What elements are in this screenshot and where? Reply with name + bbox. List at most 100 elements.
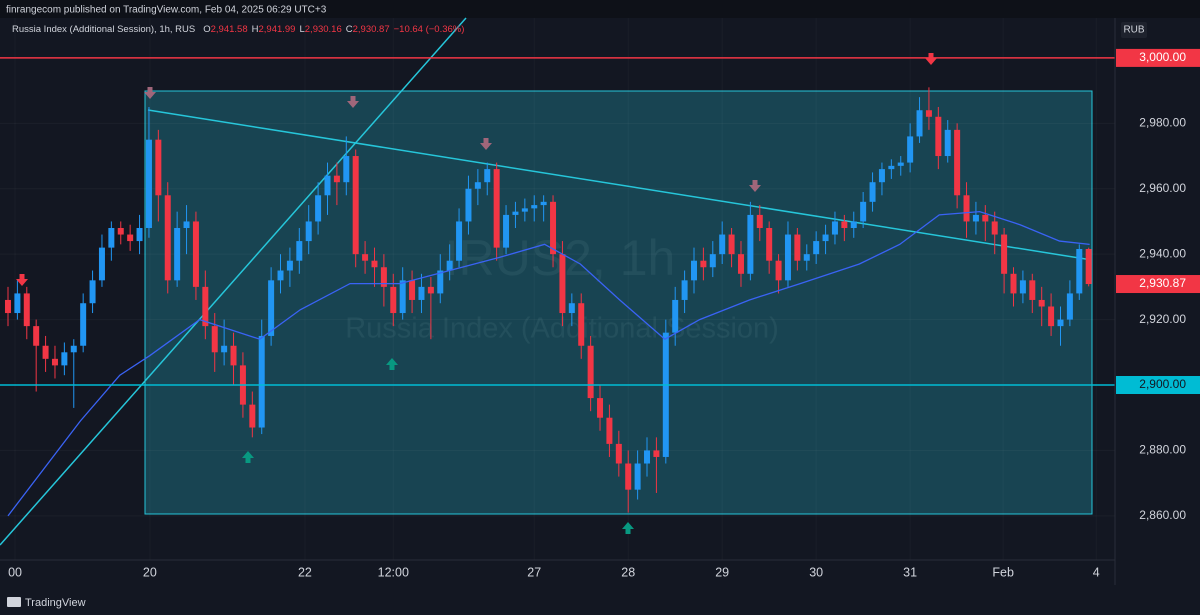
candle-body	[1066, 293, 1073, 320]
footer-brand: TradingView	[25, 597, 86, 609]
y-tick-label: 2,960.00	[1139, 181, 1186, 195]
candle-body	[775, 260, 782, 281]
candle-body	[578, 303, 585, 346]
x-tick-label: 28	[621, 565, 635, 579]
legend-title: Russia Index (Additional Session), 1h, R…	[12, 24, 195, 35]
candle-body	[277, 270, 284, 281]
candle-body	[221, 345, 228, 353]
candle-body	[944, 129, 951, 157]
candle-body	[897, 162, 904, 166]
candle-body	[794, 234, 801, 261]
candle-body	[615, 443, 622, 464]
candle-body	[80, 303, 87, 346]
candle-body	[606, 417, 613, 444]
price-label: 3,000.00	[1139, 50, 1186, 64]
footer-bar	[0, 588, 1200, 615]
candle-body	[268, 280, 275, 336]
candle-body	[136, 227, 143, 242]
legend-value: 2,930.16	[305, 24, 342, 35]
last-price-box	[1116, 275, 1200, 294]
candle-body	[380, 267, 387, 287]
candle-body	[371, 260, 378, 268]
candle-body	[766, 227, 773, 261]
candle-body	[540, 201, 547, 206]
legend: Russia Index (Additional Session), 1h, R…	[12, 24, 464, 35]
candle-body	[493, 169, 500, 248]
candle-body	[803, 254, 810, 261]
x-tick-label: 30	[809, 565, 823, 579]
candle-body	[117, 227, 124, 235]
x-tick-label: 20	[143, 565, 157, 579]
up-arrow	[386, 358, 398, 370]
candle-body	[644, 450, 651, 464]
y-tick-label: 2,880.00	[1139, 443, 1186, 457]
candle-body	[503, 214, 510, 248]
candle-body	[315, 195, 322, 222]
candle-body	[662, 332, 669, 457]
candle-body	[1057, 319, 1064, 327]
candle-body	[249, 404, 256, 428]
price-label-box	[1116, 48, 1200, 67]
candle-body	[211, 326, 218, 353]
candle-body	[935, 116, 942, 157]
candle-body	[916, 110, 923, 137]
candle-body	[296, 241, 303, 261]
candle-body	[728, 234, 735, 255]
header-text: finrangecom published on TradingView.com…	[6, 5, 327, 16]
candle-body	[42, 345, 49, 359]
candle-body	[559, 254, 566, 314]
candle-body	[1076, 248, 1083, 294]
candle-body	[183, 221, 190, 228]
candle-body	[963, 195, 970, 222]
candle-body	[305, 221, 312, 242]
candle-body	[192, 221, 199, 287]
candle-body	[1001, 234, 1008, 274]
x-tick-label: 22	[298, 565, 312, 579]
candle-body	[127, 234, 134, 242]
candle-body	[145, 139, 152, 228]
candle-body	[982, 214, 989, 222]
currency-box	[1121, 22, 1147, 38]
candle-body	[362, 254, 369, 261]
candle-body	[108, 227, 115, 248]
candle-body	[869, 182, 876, 202]
candle-body	[1010, 273, 1017, 294]
legend-value: 2,930.87	[353, 24, 390, 35]
header-bar	[0, 0, 1200, 18]
candle-body	[343, 156, 350, 183]
candle-body	[756, 214, 763, 228]
candle-body	[1019, 280, 1026, 294]
candle-body	[324, 175, 331, 196]
candle-body	[409, 280, 416, 300]
candle-body	[690, 260, 697, 281]
candle-body	[954, 129, 961, 196]
candle-body	[925, 110, 932, 117]
candle-body	[333, 175, 340, 183]
logo-mark	[7, 597, 21, 607]
series-layer	[0, 57, 1115, 517]
candle-body	[709, 254, 716, 268]
candle-body	[860, 201, 867, 222]
candle-body	[878, 169, 885, 183]
candle-body	[390, 286, 397, 314]
legend-key: O	[203, 24, 210, 35]
candle-body	[737, 254, 744, 274]
candle-body	[399, 280, 406, 314]
candle-body	[427, 286, 434, 294]
moving-average	[7, 210, 1090, 517]
last-price-label: 2,930.87	[1139, 276, 1186, 290]
up-arrow	[622, 522, 634, 534]
candle-body	[747, 214, 754, 274]
candle-body	[587, 345, 594, 399]
y-tick-label: 2,860.00	[1139, 508, 1186, 522]
candle-body	[521, 208, 528, 212]
candle-body	[33, 326, 40, 346]
x-tick-label: 31	[903, 565, 917, 579]
down-arrow	[347, 96, 359, 108]
candle-body	[474, 182, 481, 189]
candle-body	[446, 260, 453, 271]
legend-value: 2,941.58	[211, 24, 248, 35]
candle-body	[484, 169, 491, 183]
